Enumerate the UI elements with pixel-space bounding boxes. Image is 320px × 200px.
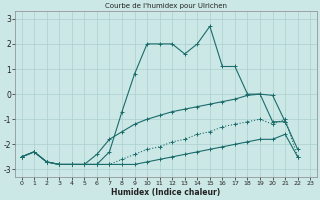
X-axis label: Humidex (Indice chaleur): Humidex (Indice chaleur) — [111, 188, 220, 197]
Title: Courbe de l'humidex pour Ulrichen: Courbe de l'humidex pour Ulrichen — [105, 3, 227, 9]
